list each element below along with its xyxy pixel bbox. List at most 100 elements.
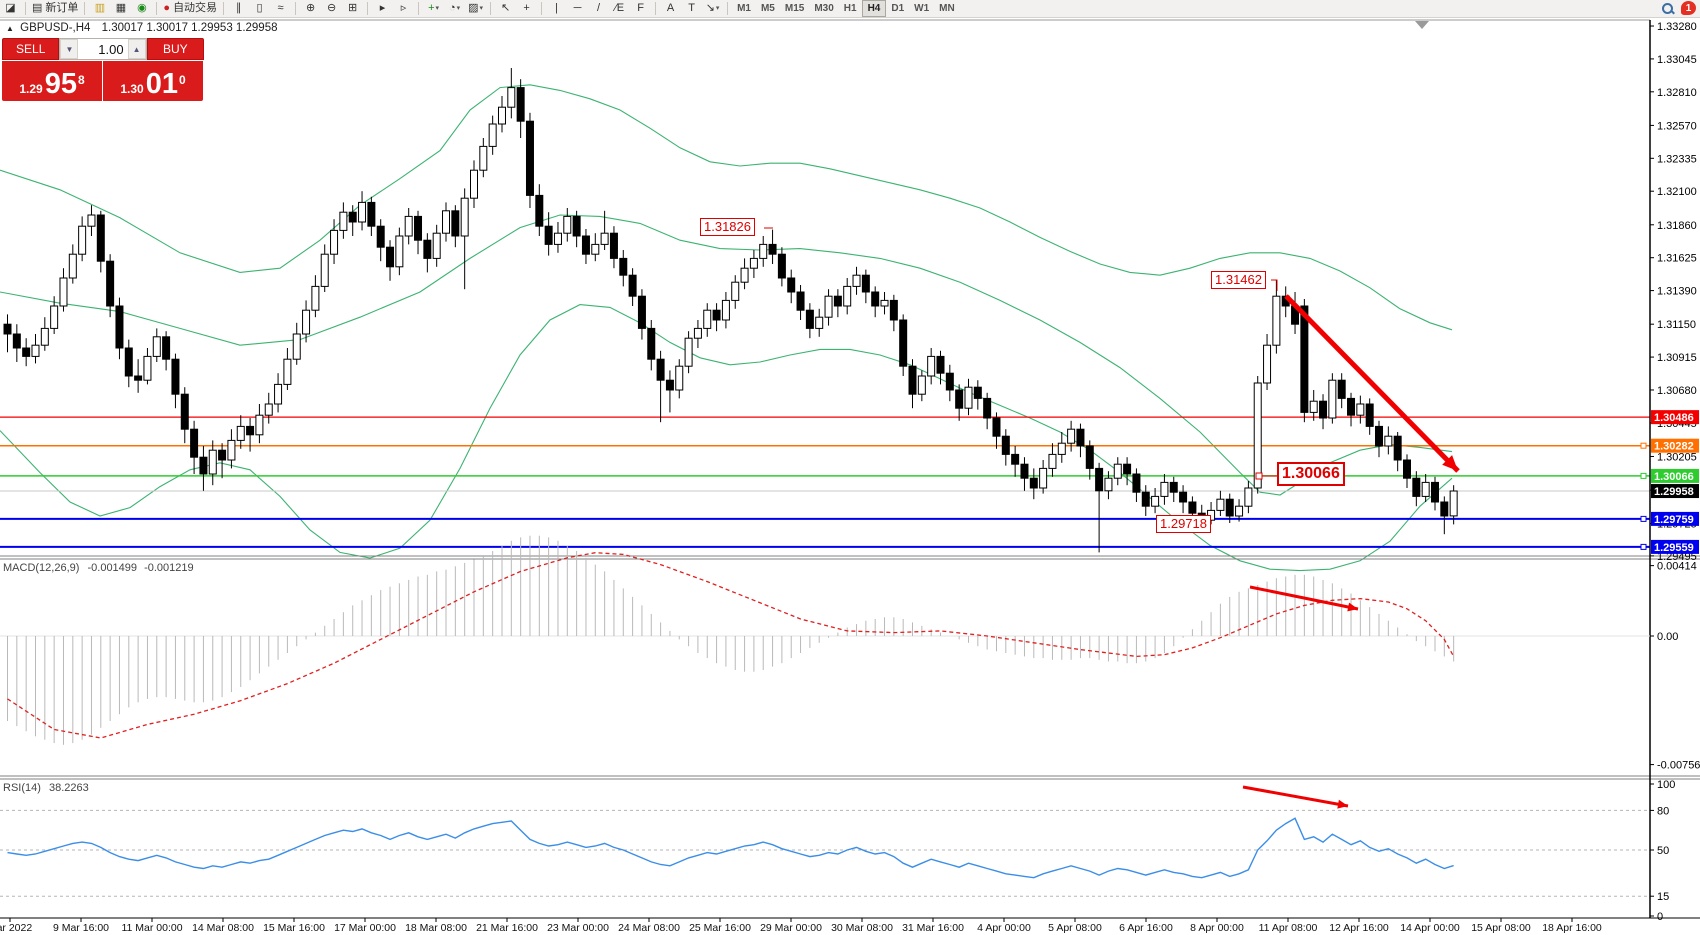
chart-shift-marker[interactable] (1415, 21, 1429, 29)
chart-shift-icon[interactable]: ▹ (400, 2, 407, 14)
svg-text:1.33280: 1.33280 (1657, 21, 1697, 33)
vertical-line-icon[interactable]: | (555, 2, 558, 14)
time-tick-label: 30 Mar 08:00 (831, 922, 893, 934)
rsi-indicator-label: RSI(14) 38.2263 (3, 782, 89, 794)
rsi-axis-label: 0 (1657, 911, 1663, 923)
crosshair-icon[interactable]: + (523, 2, 530, 14)
volume-input[interactable] (78, 39, 128, 59)
fibonacci-icon[interactable]: F (637, 2, 644, 14)
timeframe-mn-button[interactable]: MN (939, 3, 955, 14)
standard-toolbar-icon[interactable]: ◪ (5, 2, 16, 14)
profiles-icon[interactable]: ▥ (94, 2, 106, 14)
data-window-icon[interactable]: ▦ (115, 2, 127, 14)
time-tick-label: 24 Mar 08:00 (618, 922, 680, 934)
trend-arrow-head (1347, 602, 1358, 612)
timeframe-d1-button[interactable]: D1 (891, 3, 905, 14)
line-anchor[interactable] (1640, 543, 1647, 550)
label-connector (1271, 279, 1278, 291)
main-toolbar: ◪ ▤ 新订单 ▥ ▦ ◉ ● 自动交易 ∥ ▯ ≈ ⊕ ⊖ ⊞ ▸ ▹ + ▾ ◔ ▾ ▨ ▾ ↖ + | ─ / ∕E F A T ↘ ▾ M… (0, 0, 1700, 18)
sell-button[interactable]: SELL (2, 38, 60, 60)
svg-text:1.30680: 1.30680 (1657, 385, 1697, 397)
price-badge-text: 1.30282 (1654, 441, 1694, 453)
macd-histogram (7, 535, 1455, 745)
chart-title: ▲ GBPUSD-,H4 1.30017 1.30017 1.29953 1.2… (6, 22, 278, 34)
buy-price-display[interactable]: 1.30 01 0 (103, 61, 203, 101)
zoom-out-icon[interactable]: ⊖ (326, 2, 337, 14)
svg-text:1.31150: 1.31150 (1657, 319, 1696, 331)
timeframe-h4-button[interactable]: H4 (861, 0, 887, 17)
timeframe-m5-button[interactable]: M5 (760, 3, 775, 14)
search-icon[interactable] (1662, 2, 1675, 14)
indicators-icon[interactable]: + ▾ (428, 2, 440, 14)
timeframe-m1-button[interactable]: M1 (737, 3, 751, 14)
timeframe-m15-button[interactable]: M15 (784, 3, 805, 14)
line-anchor[interactable] (1640, 442, 1647, 449)
time-tick-label: 12 Apr 16:00 (1329, 922, 1389, 934)
macd-signal-line (7, 552, 1455, 739)
templates-icon[interactable]: ▨ ▾ (468, 2, 484, 14)
rsi-axis-label: 100 (1657, 779, 1675, 791)
new-order-button[interactable]: ▤ 新订单 (32, 2, 79, 14)
macd-axis-label: 0.00414 (1657, 561, 1697, 573)
tile-windows-icon[interactable]: ⊞ (347, 2, 358, 14)
price-badge-text: 1.29559 (1654, 542, 1694, 554)
time-tick-label: 9 Mar 16:00 (53, 922, 109, 934)
candlestick-chart-icon[interactable]: ▯ (256, 2, 263, 14)
line-chart-icon[interactable]: ≈ (277, 2, 284, 14)
buy-button[interactable]: BUY (146, 38, 204, 60)
price-badge (1651, 438, 1699, 453)
trend-arrow[interactable] (1249, 585, 1359, 611)
price-badge-text: 1.29958 (1654, 486, 1694, 498)
rsi-line (7, 817, 1454, 879)
zoom-in-icon[interactable]: ⊕ (305, 2, 316, 14)
chart-ohlc-values: 1.30017 1.30017 1.29953 1.29958 (101, 22, 278, 34)
chart-expand-icon[interactable]: ▲ (6, 24, 14, 33)
bar-chart-icon[interactable]: ∥ (235, 2, 242, 14)
autotrading-button[interactable]: ● 自动交易 (163, 2, 218, 14)
trendline-icon[interactable]: / (597, 2, 601, 14)
timeframe-h1-button[interactable]: H1 (843, 3, 857, 14)
line-anchor[interactable] (1640, 515, 1647, 522)
price-annotation-label[interactable]: 1.31826 (700, 218, 755, 237)
signals-icon[interactable]: ◉ (137, 2, 147, 14)
time-tick-label: 15 Apr 08:00 (1471, 922, 1531, 934)
timeframe-m30-button[interactable]: M30 (814, 3, 834, 14)
svg-text:1.33045: 1.33045 (1657, 54, 1697, 66)
rsi-axis-label: 15 (1657, 891, 1669, 903)
line-anchor[interactable] (1640, 472, 1647, 479)
time-tick-label: 31 Mar 16:00 (902, 922, 964, 934)
sell-price-display[interactable]: 1.29 95 8 (2, 61, 102, 101)
notifications-icon[interactable]: 1 (1681, 1, 1696, 15)
trend-arrow-head (1337, 799, 1348, 809)
periods-icon[interactable]: ◔ ▾ (448, 2, 461, 14)
timeframe-w1-button[interactable]: W1 (914, 3, 930, 14)
time-tick-label: 21 Mar 16:00 (476, 922, 538, 934)
price-annotation-label[interactable]: 1.29718 (1156, 515, 1211, 534)
text-icon[interactable]: A (666, 2, 675, 14)
price-badge (1651, 468, 1699, 483)
trend-arrow[interactable] (1242, 785, 1349, 808)
price-annotation-label[interactable]: 1.30066 (1277, 462, 1345, 486)
svg-text:1.32335: 1.32335 (1657, 153, 1697, 165)
volume-increase-button[interactable]: ▲ (127, 39, 146, 59)
svg-text:1.31860: 1.31860 (1657, 220, 1697, 232)
time-tick-label: 14 Apr 00:00 (1400, 922, 1460, 934)
time-tick-label: 23 Mar 00:00 (547, 922, 609, 934)
horizontal-line-icon[interactable]: ─ (573, 2, 582, 14)
equidistant-channel-icon[interactable]: ∕E (614, 2, 625, 14)
volume-decrease-button[interactable]: ▼ (60, 39, 79, 59)
time-tick-label: 4 Apr 00:00 (977, 922, 1031, 934)
trend-arrow[interactable] (1284, 294, 1460, 473)
cursor-icon[interactable]: ↖ (500, 2, 511, 14)
arrows-icon[interactable]: ↘ ▾ (705, 2, 720, 14)
price-annotation-label[interactable]: 1.31462 (1211, 271, 1266, 290)
text-label-icon[interactable]: T (688, 2, 695, 14)
time-tick-label: 29 Mar 00:00 (760, 922, 822, 934)
auto-scroll-icon[interactable]: ▸ (379, 2, 386, 14)
time-tick-label: 8 Apr 00:00 (1190, 922, 1244, 934)
bollinger-upper-band (0, 84, 1453, 331)
time-tick-label: 14 Mar 08:00 (192, 922, 254, 934)
macd-axis-label: -0.007564 (1657, 760, 1700, 772)
